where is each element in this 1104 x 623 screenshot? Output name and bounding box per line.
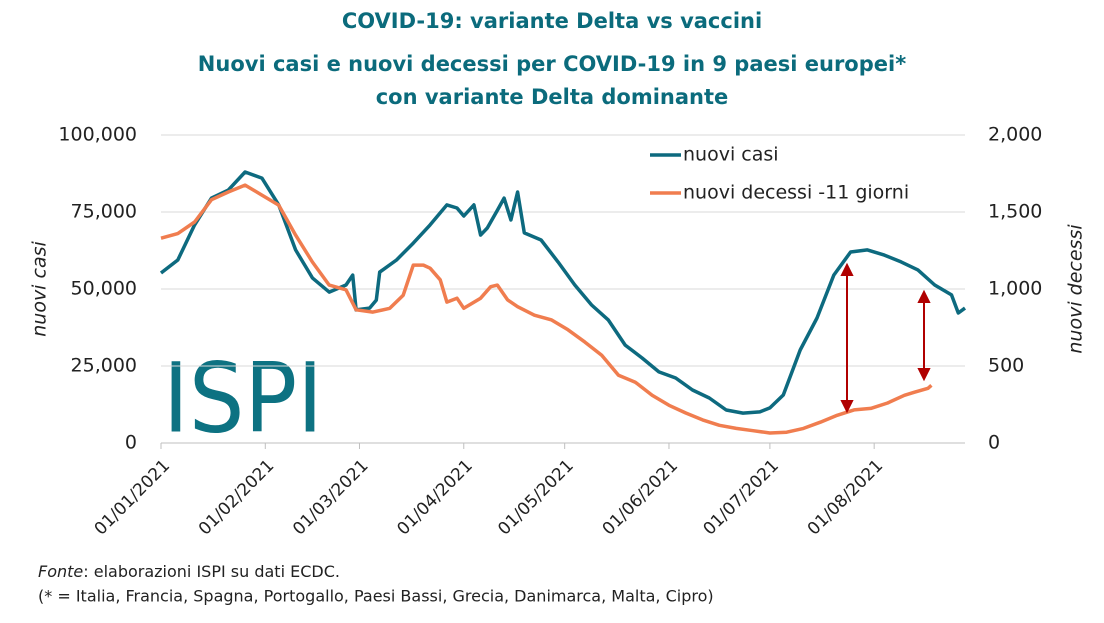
annotation-arrows bbox=[840, 262, 931, 414]
y2-tick-label: 1,500 bbox=[988, 201, 1042, 223]
y2-tick-label: 500 bbox=[988, 355, 1024, 377]
x-tick-label: 01/02/2021 bbox=[195, 456, 278, 539]
y-tick-label: 25,000 bbox=[71, 355, 137, 377]
arrow-head bbox=[917, 368, 931, 382]
series-line bbox=[159, 170, 967, 415]
chart-title: COVID-19: variante Delta vs vaccini bbox=[342, 9, 762, 33]
x-tick-label: 01/06/2021 bbox=[599, 456, 682, 539]
logo: ISPI bbox=[163, 342, 323, 454]
source-text: : elaborazioni ISPI su dati ECDC. bbox=[83, 562, 340, 581]
x-tick-label: 01/07/2021 bbox=[700, 456, 783, 539]
y2-tick-label: 1,000 bbox=[988, 278, 1042, 300]
chart-subtitle: con variante Delta dominante bbox=[376, 85, 729, 109]
x-tick-label: 01/03/2021 bbox=[289, 456, 372, 539]
y-tick-label: 0 bbox=[125, 432, 137, 454]
legend-label: nuovi casi bbox=[683, 144, 779, 166]
chart-subtitle: Nuovi casi e nuovi decessi per COVID-19 … bbox=[198, 52, 906, 76]
legend-label: nuovi decessi -11 giorni bbox=[683, 182, 909, 204]
y-tick-label: 100,000 bbox=[58, 124, 137, 146]
source: Fonte: elaborazioni ISPI su dati ECDC. bbox=[38, 562, 340, 581]
note: (* = Italia, Francia, Spagna, Portogallo… bbox=[38, 587, 714, 606]
arrow-head bbox=[840, 400, 854, 414]
y2-axis-label: nuovi decessi bbox=[1065, 224, 1087, 354]
source-label: Fonte bbox=[38, 562, 83, 581]
y-tick-label: 50,000 bbox=[71, 278, 137, 300]
arrow-head bbox=[917, 289, 931, 303]
series-line bbox=[160, 183, 933, 435]
y2-tick-label: 0 bbox=[988, 432, 1000, 454]
y-tick-label: 75,000 bbox=[71, 201, 137, 223]
x-tick-label: 01/04/2021 bbox=[393, 456, 476, 539]
x-tick-label: 01/01/2021 bbox=[91, 456, 174, 539]
x-tick-label: 01/08/2021 bbox=[804, 456, 887, 539]
y-axis-label: nuovi casi bbox=[29, 241, 51, 337]
x-tick-label: 01/05/2021 bbox=[494, 456, 577, 539]
arrow-head bbox=[840, 262, 854, 276]
y2-tick-label: 2,000 bbox=[988, 124, 1042, 146]
